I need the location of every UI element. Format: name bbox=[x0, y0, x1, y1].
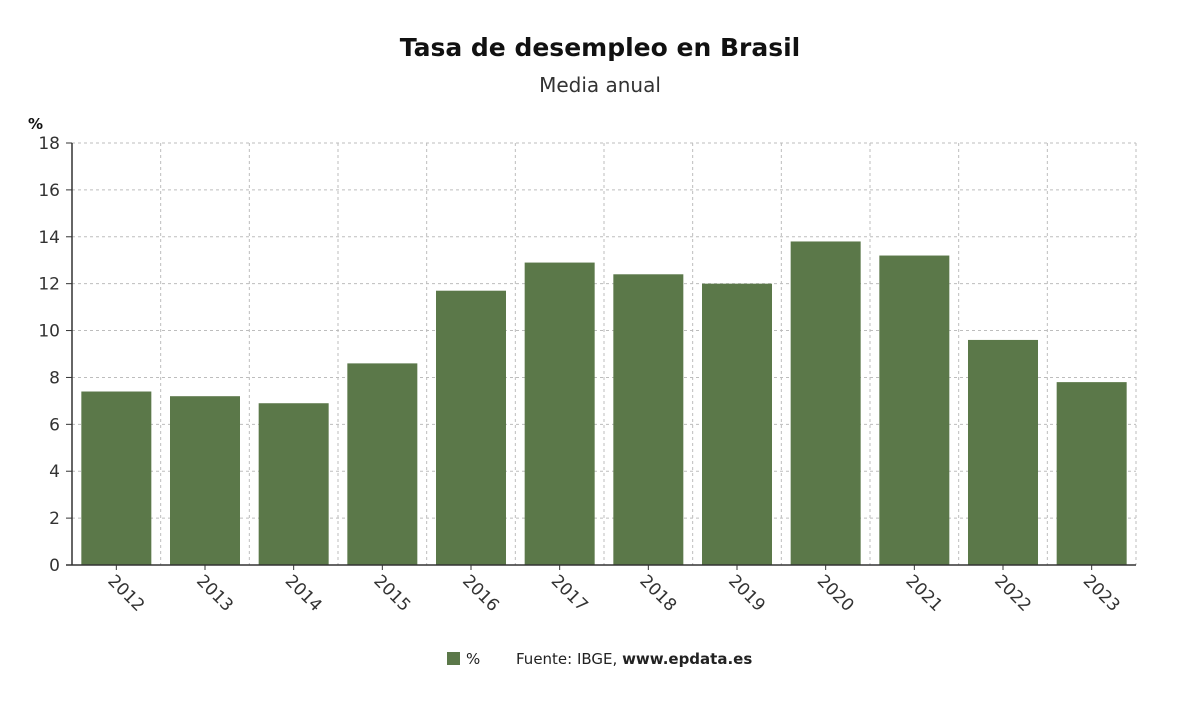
bar-2016 bbox=[436, 290, 506, 565]
bar-2017 bbox=[524, 262, 595, 565]
x-tick-label: 2013 bbox=[192, 571, 237, 616]
y-tick-label: 0 bbox=[49, 556, 60, 576]
y-tick-label: 2 bbox=[49, 509, 60, 529]
bars bbox=[81, 241, 1127, 566]
x-axis-ticks: 2012 2013 2014 2015 2016 2017 2018 2019 2020 2021… bbox=[104, 565, 1124, 616]
chart-title: Tasa de desempleo en Brasil bbox=[400, 33, 800, 62]
chart-subtitle: Media anual bbox=[539, 73, 661, 97]
x-tick-label: 2020 bbox=[813, 571, 858, 616]
y-tick-label: 18 bbox=[38, 134, 60, 154]
bar-2013 bbox=[170, 396, 240, 565]
y-tick-label: 14 bbox=[38, 228, 60, 248]
bar-2018 bbox=[613, 274, 684, 565]
x-tick-label: 2018 bbox=[636, 571, 681, 616]
source-note: Fuente: IBGE, www.epdata.es bbox=[516, 650, 752, 668]
axes bbox=[66, 143, 1136, 566]
x-tick-label: 2023 bbox=[1079, 571, 1124, 616]
bar-2023 bbox=[1056, 382, 1127, 565]
legend-label: % bbox=[466, 650, 480, 668]
bar-2019 bbox=[702, 283, 772, 565]
y-axis-unit: % bbox=[28, 115, 43, 133]
x-tick-label: 2017 bbox=[547, 571, 592, 616]
y-tick-label: 4 bbox=[49, 462, 60, 482]
bar-2014 bbox=[258, 403, 329, 565]
bar-2020 bbox=[790, 241, 861, 565]
legend: % Fuente: IBGE, www.epdata.es bbox=[447, 650, 752, 668]
x-tick-label: 2012 bbox=[104, 571, 149, 616]
bar-2012 bbox=[81, 391, 152, 565]
x-tick-label: 2019 bbox=[724, 571, 769, 616]
x-tick-label: 2021 bbox=[902, 571, 947, 616]
legend-swatch bbox=[447, 652, 460, 665]
x-tick-label: 2015 bbox=[370, 571, 415, 616]
y-tick-label: 6 bbox=[49, 415, 60, 435]
x-tick-label: 2022 bbox=[990, 571, 1035, 616]
grid-lines bbox=[72, 142, 1137, 565]
y-tick-label: 12 bbox=[38, 275, 60, 295]
bar-2022 bbox=[968, 339, 1038, 565]
y-axis-ticks: 0 2 4 6 8 10 12 14 16 18 bbox=[38, 134, 72, 576]
source-site: www.epdata.es bbox=[622, 650, 752, 668]
y-tick-label: 8 bbox=[49, 368, 60, 388]
x-tick-label: 2016 bbox=[458, 571, 503, 616]
bar-2015 bbox=[347, 363, 418, 565]
y-tick-label: 10 bbox=[38, 322, 60, 342]
y-tick-label: 16 bbox=[38, 181, 60, 201]
bar-2021 bbox=[879, 255, 950, 566]
x-tick-label: 2014 bbox=[281, 571, 326, 616]
source-prefix: Fuente: IBGE, bbox=[516, 650, 622, 668]
